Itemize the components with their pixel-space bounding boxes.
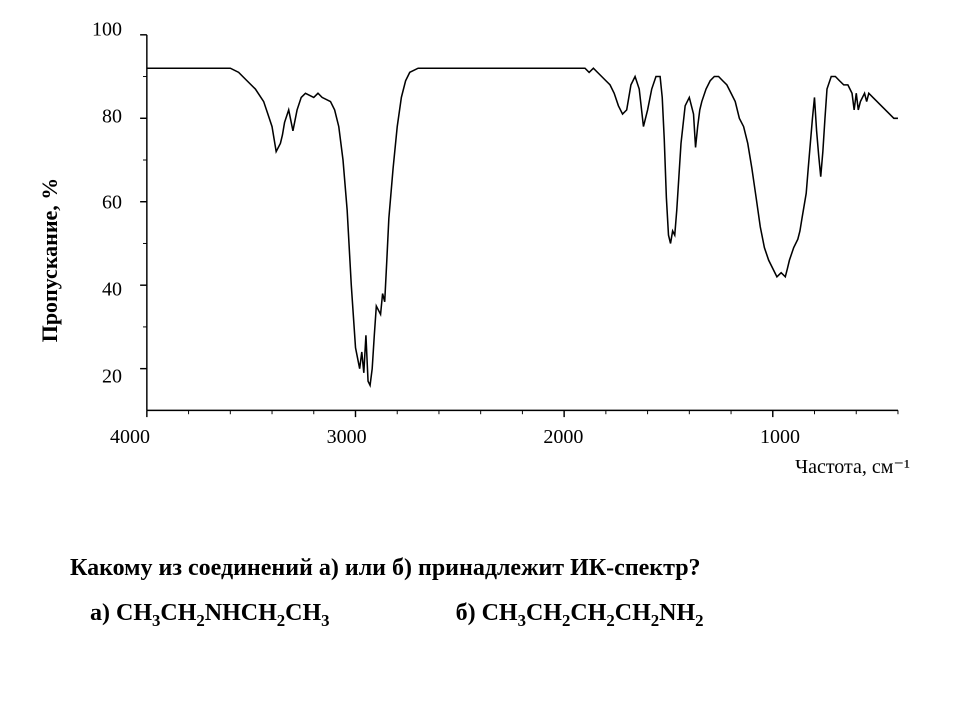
ir-spectrum-chart: Пропускание, % Частота, см⁻¹ 20406080100… (40, 20, 940, 500)
option-a: а) CH3CH2NHCH2CH3 (90, 600, 330, 631)
y-tick-label: 40 (102, 279, 130, 302)
x-tick-label: 2000 (543, 420, 583, 449)
x-tick-label: 1000 (760, 420, 800, 449)
option-a-prefix: а) (90, 600, 116, 626)
y-tick-label: 100 (92, 19, 130, 42)
y-axis-label: Пропускание, % (37, 178, 63, 343)
y-tick-label: 20 (102, 365, 130, 388)
y-tick-label: 80 (102, 105, 130, 128)
x-tick-label: 4000 (110, 420, 150, 449)
plot-area: Частота, см⁻¹ 20406080100400030002000100… (130, 30, 910, 420)
y-tick-label: 60 (102, 192, 130, 215)
answer-options: а) CH3CH2NHCH2CH3 б) CH3CH2CH2CH2NH2 (90, 600, 910, 631)
option-b-prefix: б) (456, 600, 482, 626)
question-text: Какому из соединений а) или б) принадлеж… (70, 555, 890, 582)
option-b: б) CH3CH2CH2CH2NH2 (456, 600, 704, 631)
page: Пропускание, % Частота, см⁻¹ 20406080100… (0, 0, 960, 720)
x-tick-label: 3000 (327, 420, 367, 449)
option-a-formula: CH3CH2NHCH2CH3 (116, 600, 330, 626)
spectrum-line (130, 30, 910, 420)
option-b-formula: CH3CH2CH2CH2NH2 (482, 600, 704, 626)
x-axis-label: Частота, см⁻¹ (795, 420, 910, 479)
